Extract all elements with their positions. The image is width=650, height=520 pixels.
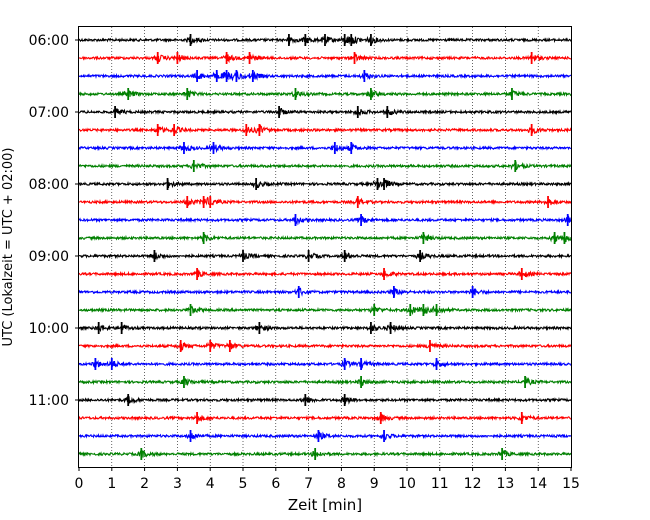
trace-line (78, 449, 572, 458)
y-tick-label: 08:00 (29, 177, 69, 193)
x-tick-label: 15 (562, 476, 580, 492)
y-tick-label: 10:00 (29, 321, 69, 337)
x-tick-label: 8 (337, 476, 346, 492)
y-axis-label: UTC (Lokalzeit = UTC + 02:00) (1, 148, 16, 347)
trace-line (78, 142, 572, 153)
trace-line (78, 89, 572, 99)
trace-0815 (78, 196, 572, 208)
trace-line (78, 232, 572, 243)
trace-line (78, 396, 572, 405)
trace-line (78, 252, 572, 261)
trace-line (78, 196, 572, 207)
x-axis-label: Zeit [min] (288, 496, 362, 514)
trace-0745 (78, 160, 572, 172)
trace-0715 (78, 123, 572, 136)
trace-line (78, 123, 572, 135)
trace-line (78, 215, 572, 226)
trace-1145 (78, 448, 572, 460)
trace-0845 (78, 232, 572, 244)
trace-line (78, 107, 572, 117)
trace-0800 (78, 178, 572, 190)
x-tick-label: 0 (75, 476, 84, 492)
x-tick-label: 3 (173, 476, 182, 492)
x-tick-label: 2 (140, 476, 149, 492)
trace-line (78, 341, 572, 351)
trace-0630 (78, 70, 572, 82)
y-axis: 06:00 07:00 08:00 09:00 10:00 11:00 (29, 33, 79, 409)
trace-1130 (78, 430, 572, 442)
x-tick-label: 13 (496, 476, 514, 492)
x-tick-label: 12 (464, 476, 482, 492)
trace-line (78, 323, 572, 333)
trace-line (78, 359, 572, 369)
x-tick-label: 14 (529, 476, 547, 492)
grid-lines (111, 27, 539, 467)
x-tick-label: 5 (239, 476, 248, 492)
trace-line (78, 431, 572, 441)
trace-0645 (78, 88, 572, 100)
trace-0600 (78, 34, 572, 47)
trace-0945 (78, 304, 572, 316)
trace-0730 (78, 142, 572, 154)
trace-0900 (78, 250, 572, 262)
x-tick-label: 10 (398, 476, 416, 492)
x-axis: 0 1 2 3 4 5 6 7 8 9 10 11 12 13 14 15 (75, 467, 580, 492)
x-tick-label: 4 (206, 476, 215, 492)
x-tick-label: 1 (107, 476, 116, 492)
trace-group (78, 34, 572, 460)
y-tick-label: 07:00 (29, 105, 69, 121)
trace-line (78, 70, 572, 82)
trace-1000 (78, 322, 572, 334)
trace-line (78, 413, 572, 424)
trace-line (78, 179, 572, 189)
trace-0930 (78, 286, 572, 298)
x-tick-label: 11 (431, 476, 449, 492)
trace-1030 (78, 358, 572, 370)
y-tick-label: 11:00 (29, 393, 69, 409)
trace-line (78, 287, 572, 298)
plot-frame (78, 26, 572, 468)
trace-1100 (78, 394, 572, 406)
trace-line (78, 305, 572, 316)
trace-0830 (78, 214, 572, 226)
trace-1015 (78, 340, 572, 352)
trace-0615 (78, 52, 572, 64)
trace-line (78, 52, 572, 64)
y-tick-label: 09:00 (29, 249, 69, 265)
x-tick-label: 6 (271, 476, 280, 492)
trace-line (78, 269, 572, 278)
x-tick-label: 7 (304, 476, 313, 492)
trace-1045 (78, 376, 572, 388)
trace-0700 (78, 106, 572, 118)
trace-line (78, 376, 572, 387)
x-tick-label: 9 (370, 476, 379, 492)
trace-1115 (78, 412, 572, 424)
y-tick-label: 06:00 (29, 33, 69, 49)
trace-0915 (78, 268, 572, 280)
trace-line (78, 161, 572, 171)
